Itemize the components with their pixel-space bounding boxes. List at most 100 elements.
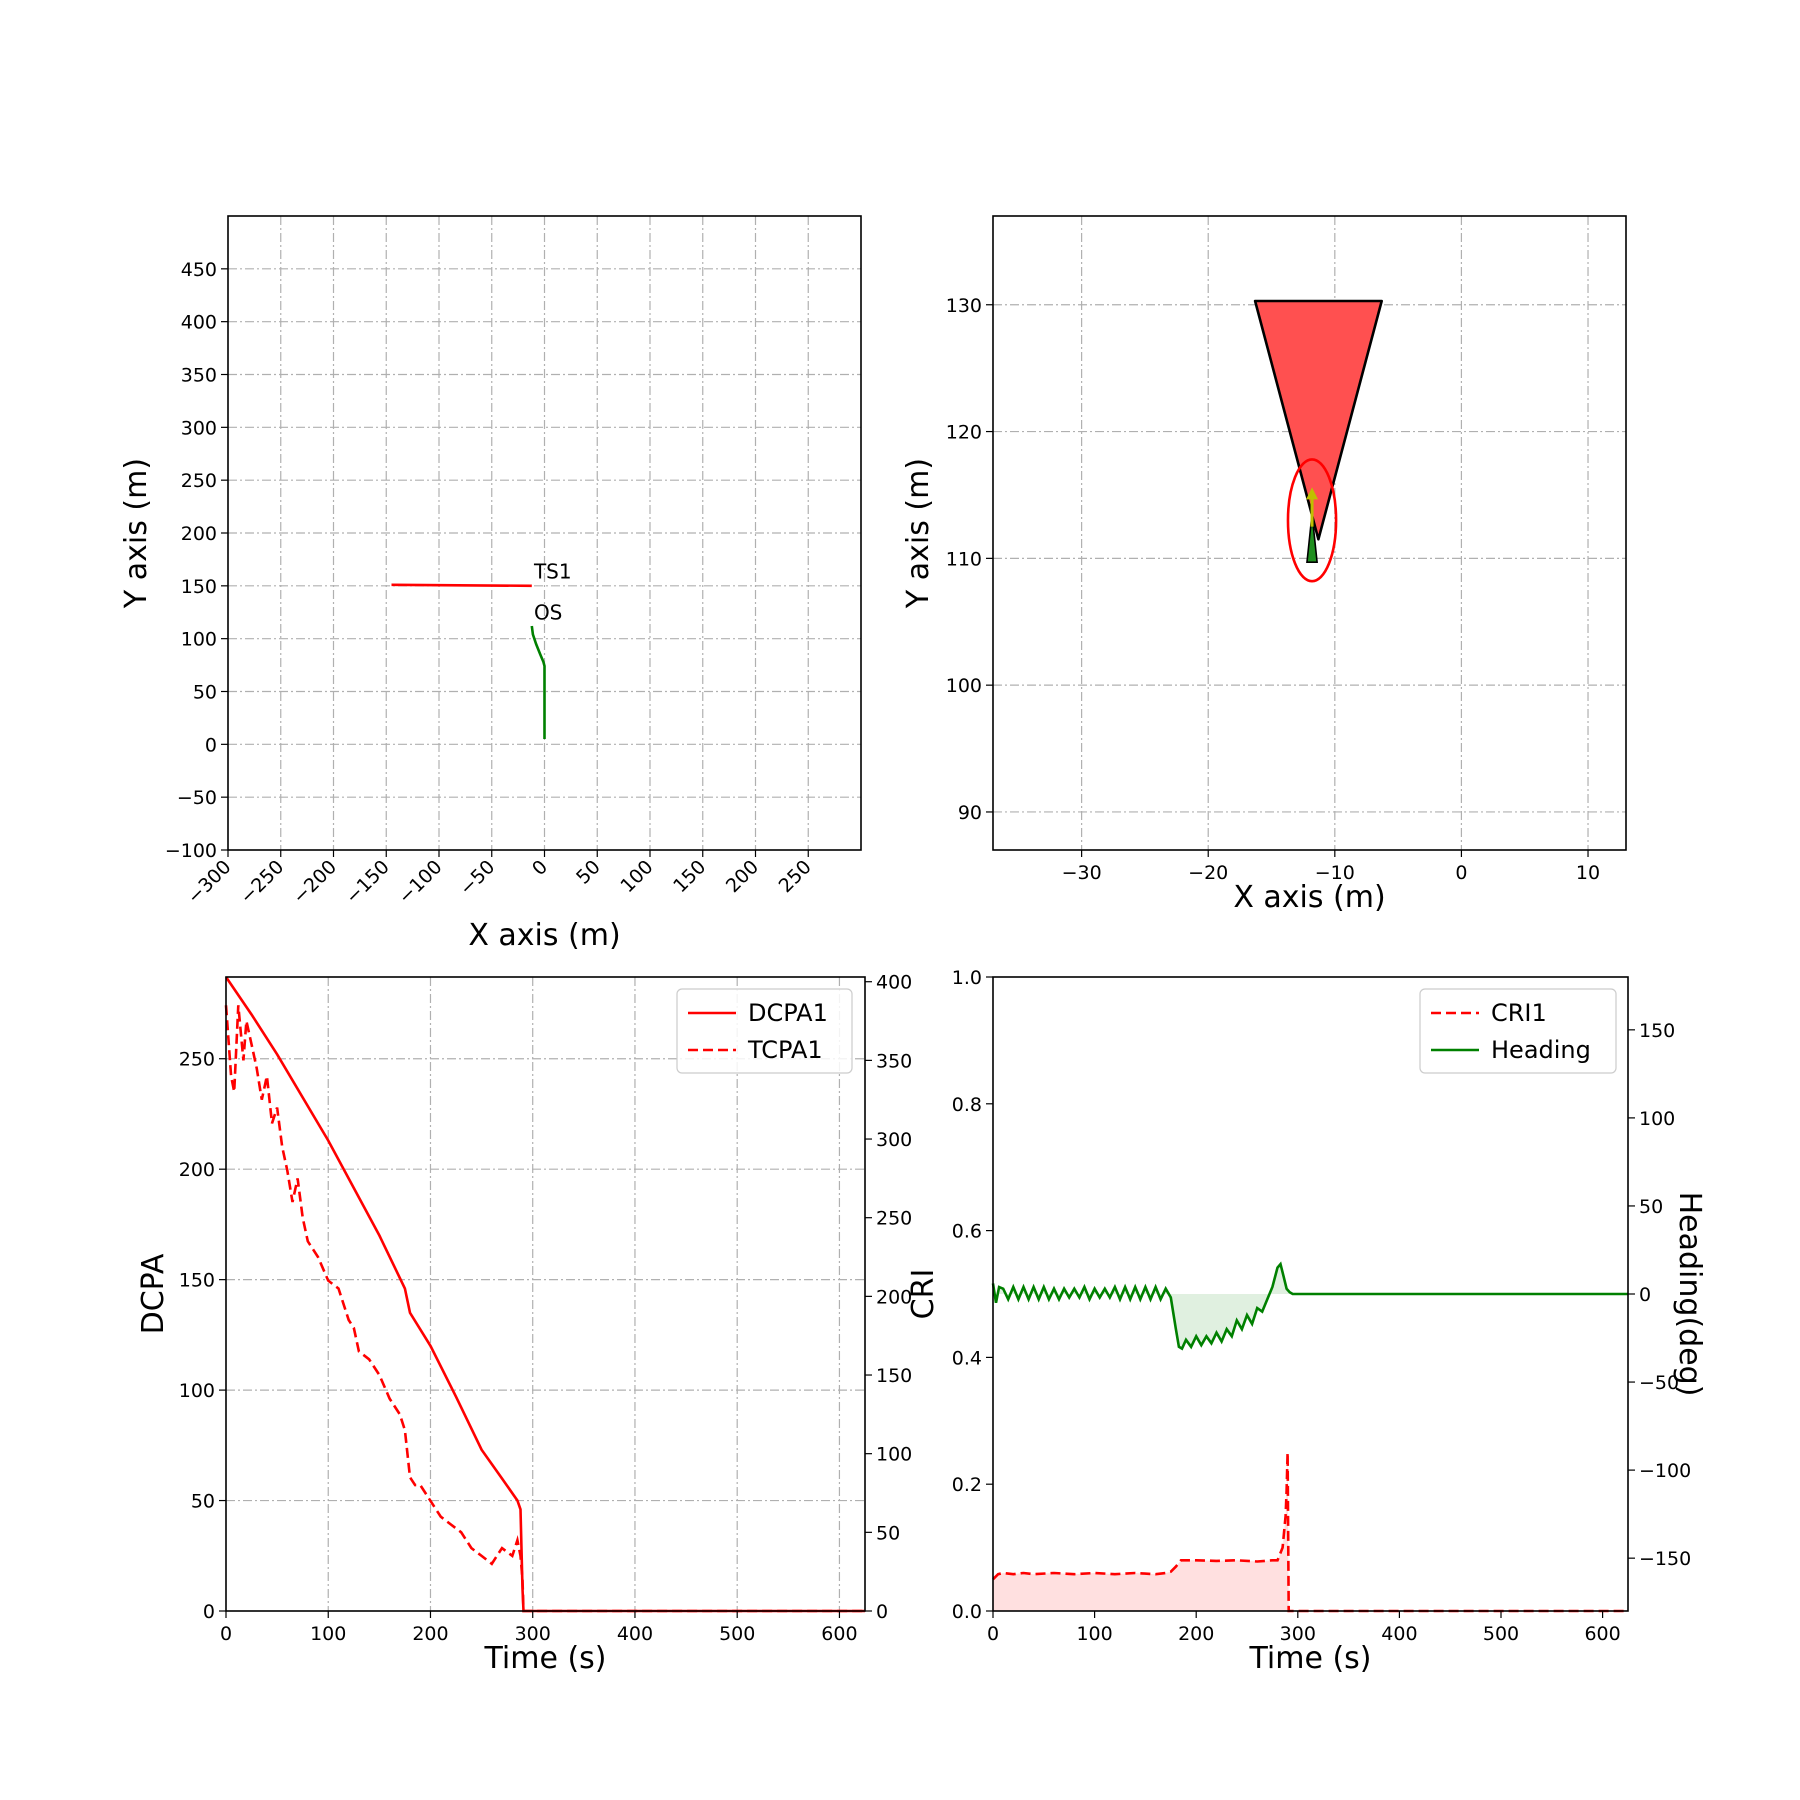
legend-box [676, 988, 853, 1074]
x-tick-label: 10 [1576, 862, 1600, 884]
y2-tick-label: 0 [876, 1601, 888, 1623]
y-tick-label: 250 [181, 470, 217, 492]
y2-tick-label: −100 [1639, 1460, 1691, 1482]
legend-label-heading: Heading [1491, 1036, 1591, 1064]
x-axis-title: X axis (m) [1233, 880, 1385, 915]
x-tick-label: −100 [394, 856, 446, 908]
y2-tick-label: 50 [876, 1522, 900, 1544]
series-fill-cri1 [993, 1452, 1628, 1611]
y-tick-label: 300 [181, 417, 217, 439]
y2-tick-label: 150 [1639, 1020, 1675, 1042]
series-fill-heading [993, 1264, 1628, 1349]
y2-tick-label: 100 [1639, 1108, 1675, 1130]
x-tick-label: −150 [341, 856, 393, 908]
x-tick-label: 0 [987, 1623, 999, 1645]
x-tick-label: 200 [412, 1623, 448, 1645]
y-tick-label: 120 [946, 422, 982, 444]
y2-tick-label: 350 [876, 1050, 912, 1072]
y-tick-label: 350 [181, 365, 217, 387]
y2-tick-label: 50 [1639, 1196, 1663, 1218]
y2-tick-label: 150 [876, 1365, 912, 1387]
safety-domain-ellipse [1286, 458, 1338, 583]
legend-label-dcpa1: DCPA1 [748, 999, 828, 1027]
track-line-os [530, 625, 546, 739]
y2-tick-label: 200 [876, 1286, 912, 1308]
x-tick-label: 100 [310, 1623, 346, 1645]
y-tick-label: 0.4 [952, 1347, 982, 1369]
collision-cone-sector [1253, 299, 1383, 541]
y-axis-title: Y axis (m) [119, 458, 154, 609]
y-tick-label: 400 [181, 312, 217, 334]
y-axis-title: CRI [906, 1269, 941, 1320]
y-tick-label: 150 [181, 576, 217, 598]
x-tick-label: −200 [289, 856, 341, 908]
series-line-heading [991, 1261, 1628, 1351]
x-axis-title: Time (s) [484, 1641, 607, 1676]
y-tick-label: 200 [181, 523, 217, 545]
y2-tick-label: 400 [876, 972, 912, 994]
x-tick-label: −300 [183, 856, 235, 908]
y2-tick-label: −150 [1639, 1548, 1691, 1570]
y-tick-label: 50 [191, 1491, 215, 1513]
y2-tick-label: 100 [876, 1444, 912, 1466]
x-tick-label: −250 [236, 856, 288, 908]
x-tick-label: −10 [1315, 862, 1355, 884]
x-tick-label: 300 [1280, 1623, 1316, 1645]
y-tick-label: 0.8 [952, 1094, 982, 1116]
x-tick-label: −50 [455, 856, 499, 900]
x-tick-label: 150 [669, 856, 710, 897]
y-tick-label: 100 [181, 629, 217, 651]
axes-frame [992, 215, 1627, 851]
y2-tick-label: −50 [1639, 1372, 1679, 1394]
own-ship-marker [1306, 513, 1318, 563]
x-tick-label: 200 [1178, 1623, 1214, 1645]
y-axis-title: DCPA [136, 1253, 171, 1334]
x-tick-label: 50 [572, 856, 605, 889]
x-tick-label: 500 [1483, 1623, 1519, 1645]
y-tick-label: −50 [177, 787, 217, 809]
series-line-tcpa1 [224, 1005, 865, 1613]
x-tick-label: 250 [775, 856, 816, 897]
y-tick-label: 0 [205, 734, 217, 756]
legend-label-tcpa1: TCPA1 [747, 1036, 823, 1064]
y2-tick-label: 0 [1639, 1284, 1651, 1306]
x-tick-label: 0 [528, 856, 552, 880]
x-tick-label: 300 [515, 1623, 551, 1645]
y-tick-label: 150 [179, 1270, 215, 1292]
y-tick-label: 0 [203, 1601, 215, 1623]
x-tick-label: 100 [616, 856, 657, 897]
series-line-cri1 [992, 1452, 1628, 1613]
y-tick-label: 0.2 [952, 1474, 982, 1496]
y-tick-label: 100 [179, 1380, 215, 1402]
y-tick-label: 0.0 [952, 1601, 982, 1623]
legend-label-cri1: CRI1 [1491, 999, 1547, 1027]
y2-tick-label: 300 [876, 1129, 912, 1151]
heading-arrow-head [1306, 487, 1319, 500]
zoom-panel: −30 −20 −10 0 10 90 100 110 120 130 X axis (m) Y ax… [901, 215, 1627, 915]
x-axis-title: Time (s) [1249, 1641, 1372, 1676]
y-tick-label: 200 [179, 1159, 215, 1181]
track-annotation: OS [534, 601, 562, 625]
y-tick-label: 1.0 [952, 967, 982, 989]
y-axis-title: Y axis (m) [901, 458, 936, 609]
x-tick-label: −30 [1062, 862, 1102, 884]
track-line-ts1 [391, 583, 532, 588]
x-tick-label: 0 [220, 1623, 232, 1645]
dcpa-tcpa-panel: 0 100 200 300 400 500 600 0 50 100 150 200 250 0 50 100… [136, 972, 912, 1676]
y2-axis-title: Heading(deg) [1672, 1192, 1707, 1397]
x-tick-label: 600 [821, 1623, 857, 1645]
y-tick-label: −100 [165, 840, 217, 862]
y-tick-label: 50 [193, 682, 217, 704]
y-tick-label: 110 [946, 548, 982, 570]
x-tick-label: 600 [1584, 1623, 1620, 1645]
x-tick-label: −20 [1188, 862, 1228, 884]
x-tick-label: 100 [1076, 1623, 1112, 1645]
y-tick-label: 250 [179, 1049, 215, 1071]
y2-tick-label: 250 [876, 1208, 912, 1230]
legend-box [1419, 988, 1617, 1074]
track-annotation: TS1 [533, 559, 572, 583]
axes-frame [227, 215, 862, 851]
x-axis-title: X axis (m) [468, 918, 620, 953]
